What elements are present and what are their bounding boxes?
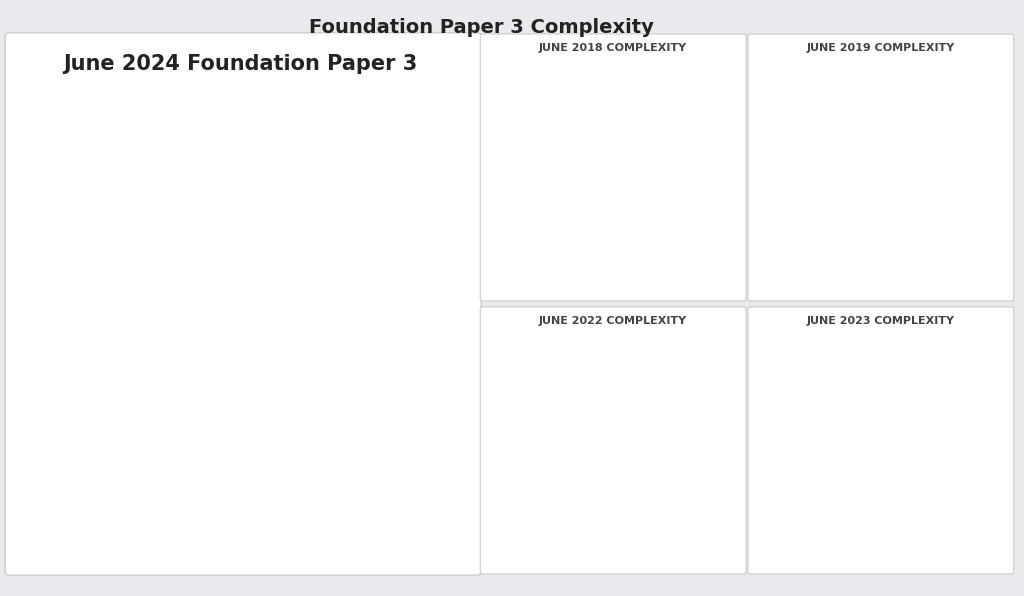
Wedge shape bbox=[529, 377, 613, 532]
Wedge shape bbox=[801, 377, 965, 545]
Text: C2
35%: C2 35% bbox=[848, 219, 872, 240]
Wedge shape bbox=[613, 377, 697, 545]
Wedge shape bbox=[75, 142, 246, 322]
Text: C2
11%: C2 11% bbox=[591, 495, 615, 517]
Wedge shape bbox=[613, 104, 697, 256]
Text: C2
10%: C2 10% bbox=[822, 451, 847, 472]
Wedge shape bbox=[529, 104, 613, 233]
Text: JUNE 2018 COMPLEXITY: JUNE 2018 COMPLEXITY bbox=[539, 43, 687, 53]
Text: C2
26%: C2 26% bbox=[592, 223, 617, 244]
Text: June 2024 Foundation Paper 3: June 2024 Foundation Paper 3 bbox=[63, 54, 418, 74]
Wedge shape bbox=[797, 435, 881, 487]
Text: C1
40%: C1 40% bbox=[644, 163, 670, 185]
Text: JUNE 2019 COMPLEXITY: JUNE 2019 COMPLEXITY bbox=[807, 43, 955, 53]
Wedge shape bbox=[100, 142, 426, 502]
Text: C3
34%: C3 34% bbox=[560, 155, 585, 177]
Text: Foundation Paper 3 Complexity: Foundation Paper 3 Complexity bbox=[309, 18, 653, 37]
Wedge shape bbox=[797, 104, 881, 188]
Text: C1
65%: C1 65% bbox=[323, 352, 361, 390]
Wedge shape bbox=[797, 188, 930, 272]
Text: C1
70%: C1 70% bbox=[905, 477, 931, 499]
Wedge shape bbox=[881, 104, 965, 256]
Text: C2
15%: C2 15% bbox=[119, 319, 159, 358]
Text: C3
20%: C3 20% bbox=[163, 215, 202, 254]
Text: C3
20%: C3 20% bbox=[842, 413, 866, 434]
Text: C1
48%: C1 48% bbox=[647, 448, 672, 469]
Wedge shape bbox=[568, 461, 624, 545]
Text: C3
41%: C3 41% bbox=[556, 437, 582, 459]
Wedge shape bbox=[542, 188, 663, 272]
Text: C3
25%: C3 25% bbox=[836, 145, 861, 166]
Wedge shape bbox=[66, 266, 246, 428]
Text: JUNE 2023 COMPLEXITY: JUNE 2023 COMPLEXITY bbox=[807, 316, 955, 326]
Text: JUNE 2022 COMPLEXITY: JUNE 2022 COMPLEXITY bbox=[539, 316, 687, 326]
Wedge shape bbox=[801, 377, 881, 461]
Text: C1
40%: C1 40% bbox=[912, 163, 937, 185]
